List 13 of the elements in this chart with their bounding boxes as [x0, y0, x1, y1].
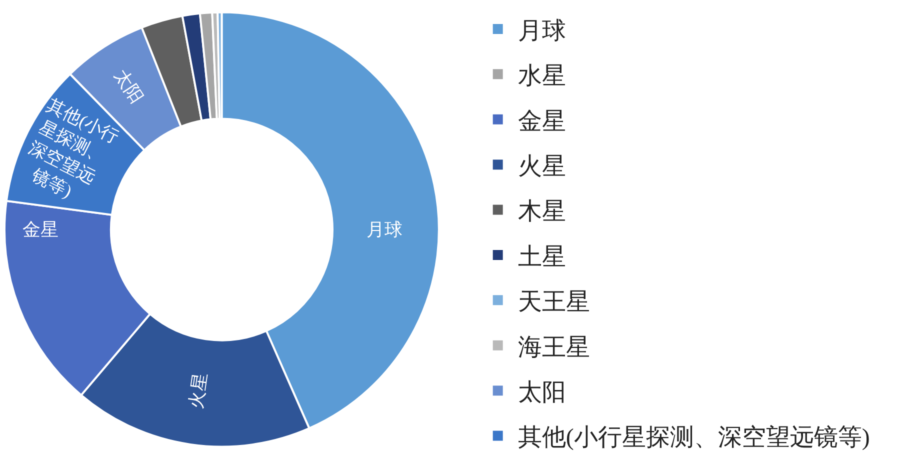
legend-label: 水星 — [518, 64, 566, 90]
data-label: 金星 — [22, 220, 58, 240]
legend-label: 太阳 — [518, 380, 566, 406]
legend-label: 火星 — [518, 154, 566, 180]
legend-label: 木星 — [518, 199, 566, 226]
data-label: 火星 — [186, 372, 211, 410]
legend-label: 土星 — [518, 244, 566, 270]
legend-label: 海王星 — [518, 334, 590, 361]
legend-label: 天王星 — [518, 290, 590, 316]
legend-label: 月球 — [518, 18, 566, 44]
legend-label: 金星 — [518, 108, 566, 135]
legend-label: 其他(小行星探测、深空望远镜等) — [518, 424, 870, 452]
data-label: 月球 — [366, 220, 403, 240]
